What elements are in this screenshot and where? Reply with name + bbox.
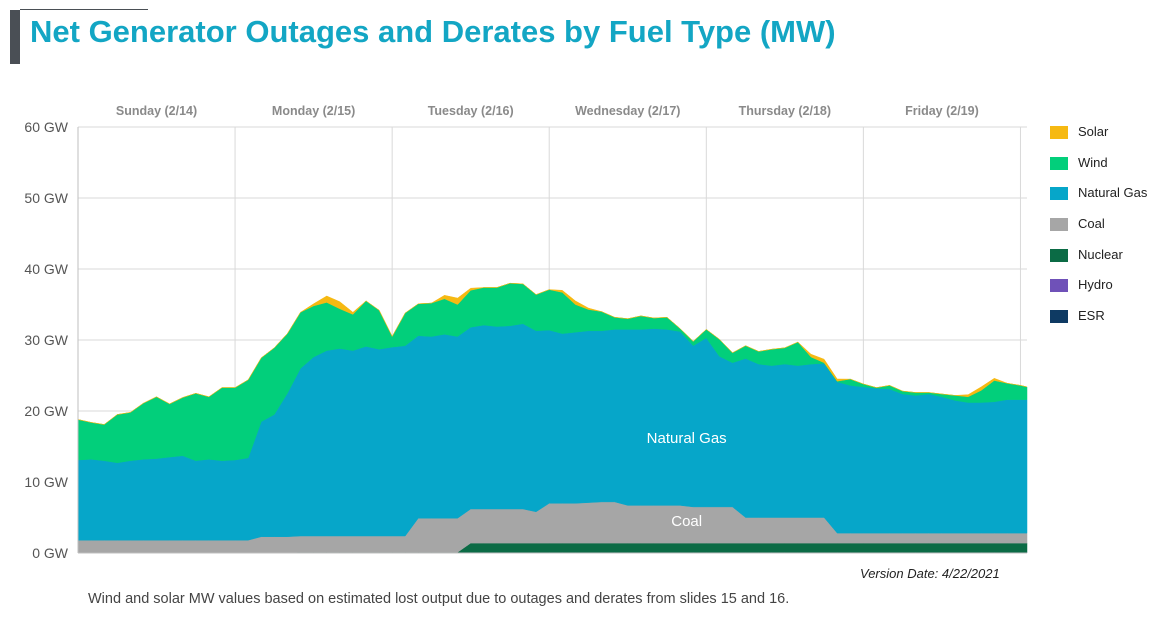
legend-swatch-solar — [1050, 126, 1068, 139]
legend-item-coal: Coal — [1050, 216, 1147, 247]
legend-label-coal: Coal — [1078, 216, 1105, 232]
footnote: Wind and solar MW values based on estima… — [88, 591, 790, 607]
day-label: Sunday (2/14) — [116, 104, 197, 118]
y-tick-label: 20 GW — [24, 403, 68, 419]
legend-item-hydro: Hydro — [1050, 277, 1147, 308]
y-tick-label: 40 GW — [24, 261, 68, 277]
stacked-areas — [77, 282, 1028, 554]
legend-item-nuclear: Nuclear — [1050, 247, 1147, 278]
y-tick-label: 30 GW — [24, 332, 68, 348]
area-label-coal: Coal — [671, 513, 702, 530]
legend-swatch-nuclear — [1050, 248, 1068, 262]
axes: 0 GW 10 GW 20 GW 30 GW 40 GW 50 GW 60 GW Sunday… — [24, 104, 1027, 561]
legend-swatch-wind — [1050, 156, 1068, 170]
y-tick-label: 0 GW — [32, 545, 69, 561]
area-labels: Wind Natural Gas Coal — [647, 303, 727, 530]
page-title: Net Generator Outages and Derates by Fue… — [30, 14, 836, 49]
area-label-wind: Wind — [670, 303, 704, 320]
legend-label-wind: Wind — [1078, 154, 1108, 170]
legend-item-esr: ESR — [1050, 308, 1147, 339]
legend-label-solar: Solar — [1078, 124, 1109, 139]
legend-swatch-coal — [1050, 218, 1068, 232]
title-accent-line — [20, 9, 148, 10]
area-label-natural-gas: Natural Gas — [647, 430, 727, 447]
day-label: Wednesday (2/17) — [575, 104, 680, 118]
legend-item-natural-gas: Natural Gas — [1050, 185, 1147, 216]
version-date: Version Date: 4/22/2021 — [860, 566, 1000, 581]
legend-swatch-hydro — [1050, 279, 1068, 293]
legend-item-solar: Solar — [1050, 124, 1147, 155]
title-accent-bar — [10, 10, 20, 64]
legend-swatch-esr — [1050, 310, 1068, 324]
legend-label-nuclear: Nuclear — [1078, 246, 1123, 262]
y-tick-label: 10 GW — [24, 474, 68, 490]
legend-label-esr: ESR — [1078, 308, 1105, 324]
legend-label-hydro: Hydro — [1078, 277, 1113, 293]
y-tick-label: 50 GW — [24, 190, 68, 206]
legend-label-natural-gas: Natural Gas — [1078, 185, 1148, 201]
area-solar — [77, 282, 1028, 425]
y-tick-label: 60 GW — [24, 119, 68, 135]
legend-swatch-natural-gas — [1050, 187, 1068, 201]
day-label: Monday (2/15) — [272, 104, 355, 118]
legend: Solar Wind Natural Gas Coal Nuclear Hydr… — [1050, 124, 1147, 339]
day-label: Tuesday (2/16) — [428, 104, 514, 118]
legend-item-wind: Wind — [1050, 155, 1147, 186]
day-label: Thursday (2/18) — [739, 104, 831, 118]
day-label: Friday (2/19) — [905, 104, 979, 118]
